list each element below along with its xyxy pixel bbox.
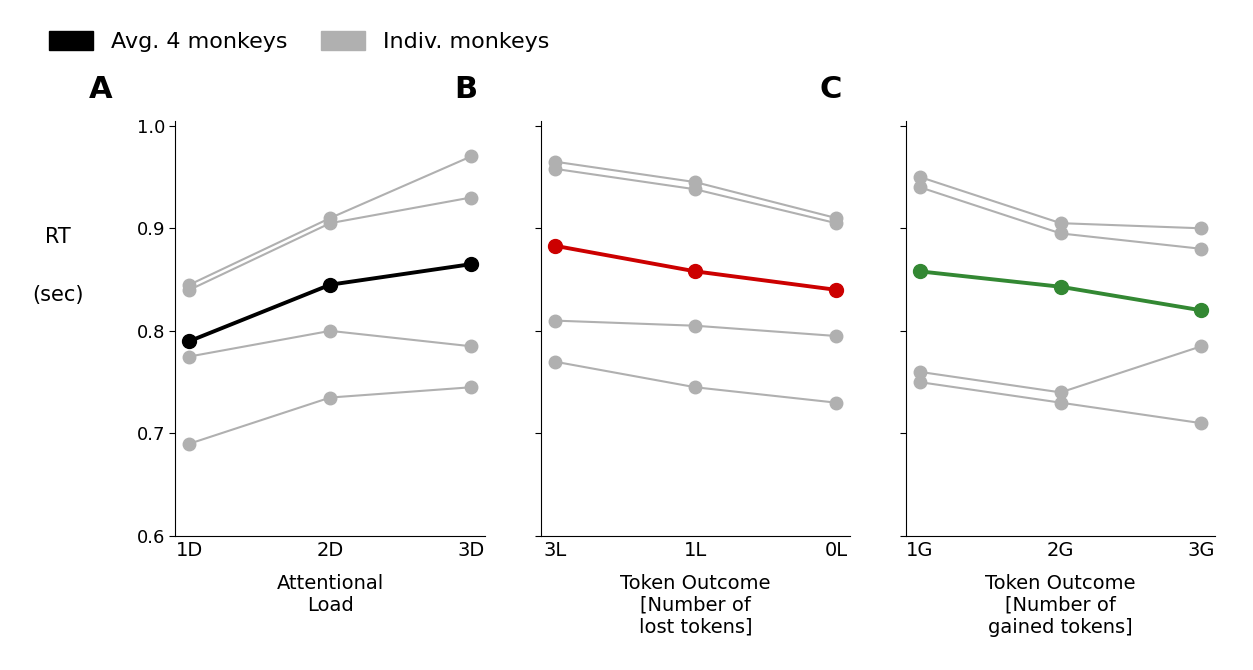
Text: (sec): (sec) (33, 285, 84, 305)
Text: B: B (454, 75, 477, 104)
Text: C: C (819, 75, 842, 104)
Text: RT: RT (45, 227, 70, 247)
X-axis label: Token Outcome
[Number of
gained tokens]: Token Outcome [Number of gained tokens] (985, 574, 1136, 636)
Text: A: A (89, 75, 113, 104)
Legend: Avg. 4 monkeys, Indiv. monkeys: Avg. 4 monkeys, Indiv. monkeys (49, 31, 549, 52)
X-axis label: Attentional
Load: Attentional Load (277, 574, 383, 615)
X-axis label: Token Outcome
[Number of
lost tokens]: Token Outcome [Number of lost tokens] (620, 574, 771, 636)
